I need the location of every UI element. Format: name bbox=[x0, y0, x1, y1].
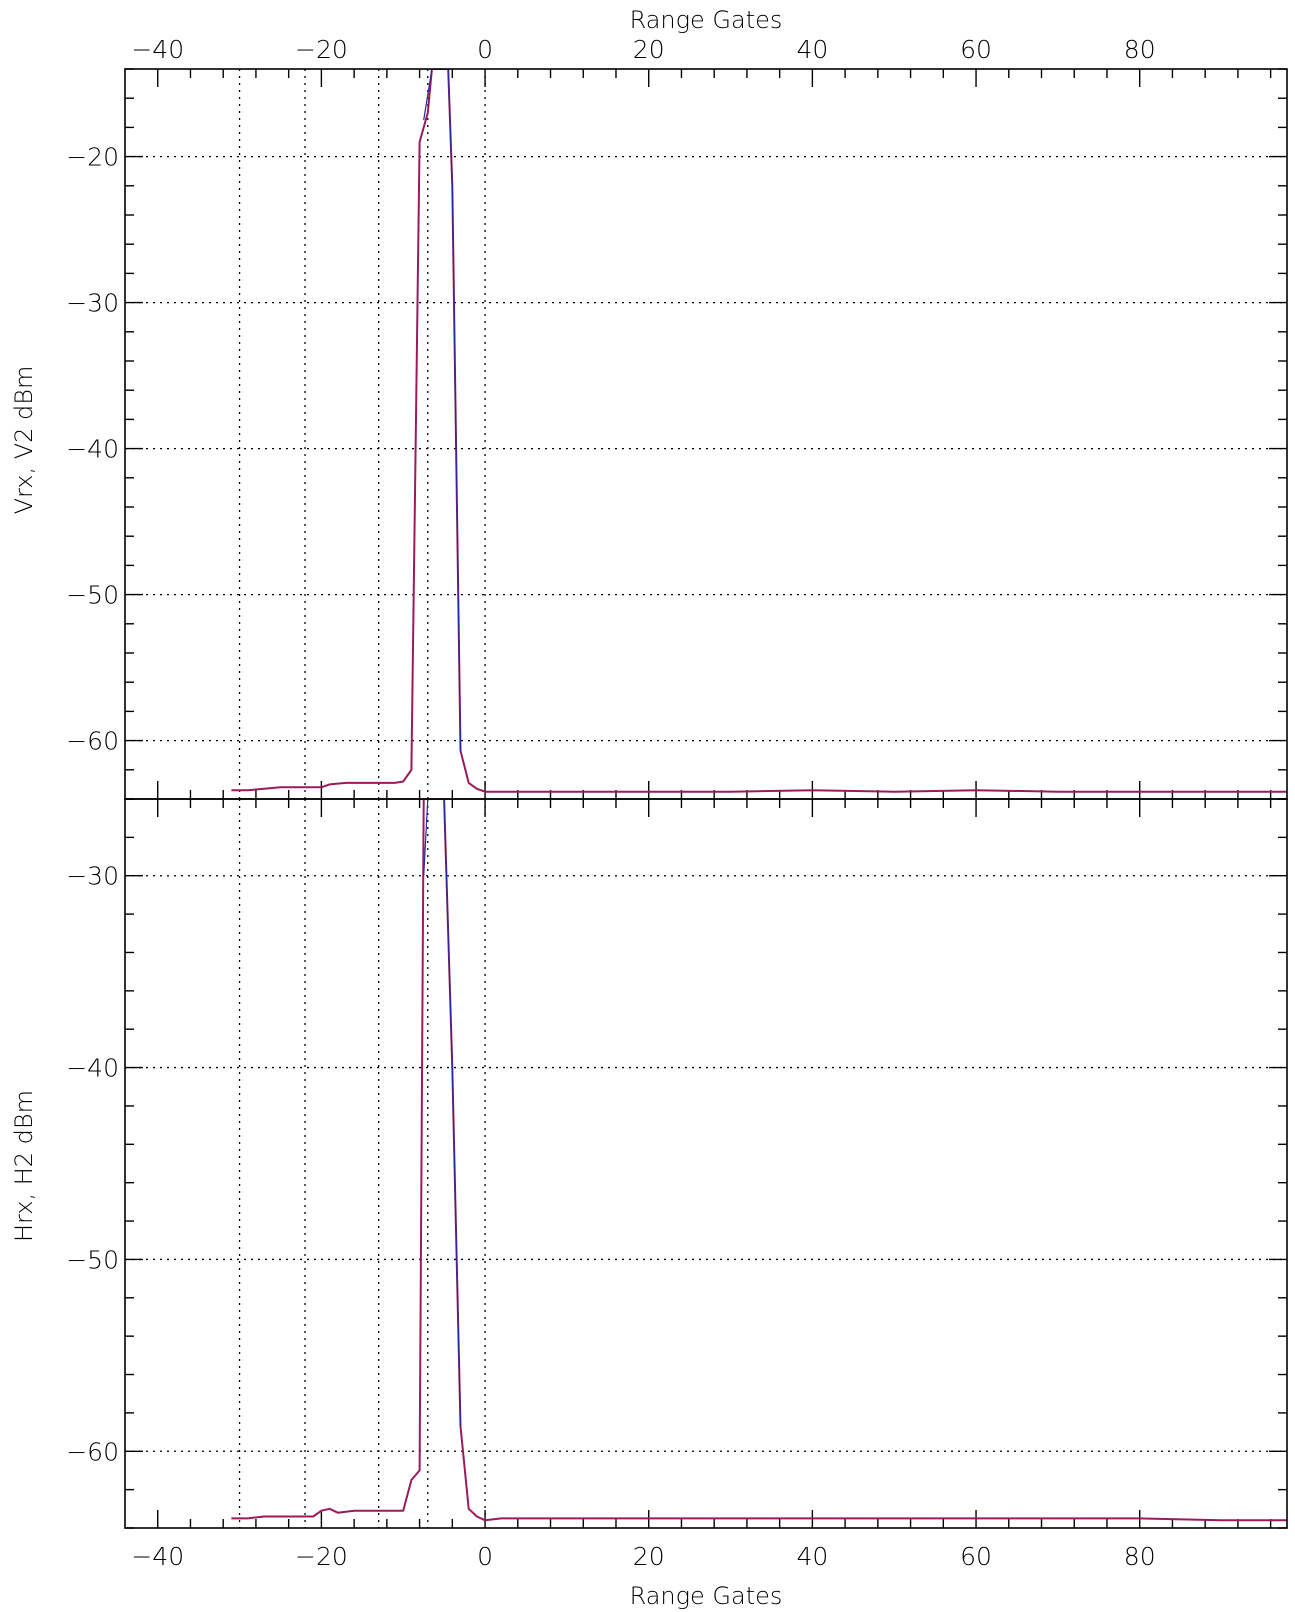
y-tick-label: −30 bbox=[66, 862, 119, 891]
y-tick-label: −60 bbox=[66, 1437, 119, 1466]
x-tick-label: 20 bbox=[633, 1542, 665, 1571]
top-panel-y-axis-title: Vrx, V2 dBm bbox=[10, 366, 38, 515]
x-tick-label: 0 bbox=[477, 1542, 493, 1571]
x-tick-label: −40 bbox=[131, 35, 184, 64]
x-tick-label: 40 bbox=[796, 35, 828, 64]
x-tick-label: 80 bbox=[1124, 1542, 1156, 1571]
top-x-axis-title: Range Gates bbox=[630, 6, 783, 34]
y-tick-label: −60 bbox=[66, 727, 119, 756]
y-tick-label: −20 bbox=[66, 143, 119, 172]
chart-panel-1: −20 −30 −40 −50 −60 −40 −20 0 20 40 60 80 bbox=[66, 35, 1288, 800]
bottom-x-axis-title: Range Gates bbox=[630, 1582, 783, 1610]
x-tick-label: −20 bbox=[295, 35, 348, 64]
x-tick-label: 40 bbox=[796, 1542, 828, 1571]
x-tick-label: 0 bbox=[477, 35, 493, 64]
chart-panels: −20−30−40−50−60−40 −20 0 20 40 60 80−30−40−50−… bbox=[66, 35, 1288, 1571]
series-line-1 bbox=[231, 69, 1287, 793]
x-tick-label: 60 bbox=[960, 35, 992, 64]
series-line-2 bbox=[423, 799, 462, 1427]
y-tick-label: −40 bbox=[66, 1054, 119, 1083]
x-tick-label: 80 bbox=[1124, 35, 1156, 64]
y-tick-label: −30 bbox=[66, 289, 119, 318]
x-tick-label: −40 bbox=[131, 1542, 184, 1571]
x-tick-label: 20 bbox=[633, 35, 665, 64]
plot-frame bbox=[124, 798, 1288, 1529]
series-line-2 bbox=[423, 69, 462, 751]
y-tick-label: −40 bbox=[66, 435, 119, 464]
y-tick-label: −50 bbox=[66, 581, 119, 610]
series-line-1 bbox=[231, 799, 1287, 1522]
plot-frame bbox=[124, 68, 1288, 800]
bottom-panel-y-axis-title: Hrx, H2 dBm bbox=[10, 1090, 38, 1242]
chart-panel-2: −30 −40 −50 −60 −40 −20 0 20 40 60 80 bbox=[66, 798, 1288, 1571]
x-tick-label: 60 bbox=[960, 1542, 992, 1571]
x-tick-label: −20 bbox=[295, 1542, 348, 1571]
y-tick-label: −50 bbox=[66, 1245, 119, 1274]
